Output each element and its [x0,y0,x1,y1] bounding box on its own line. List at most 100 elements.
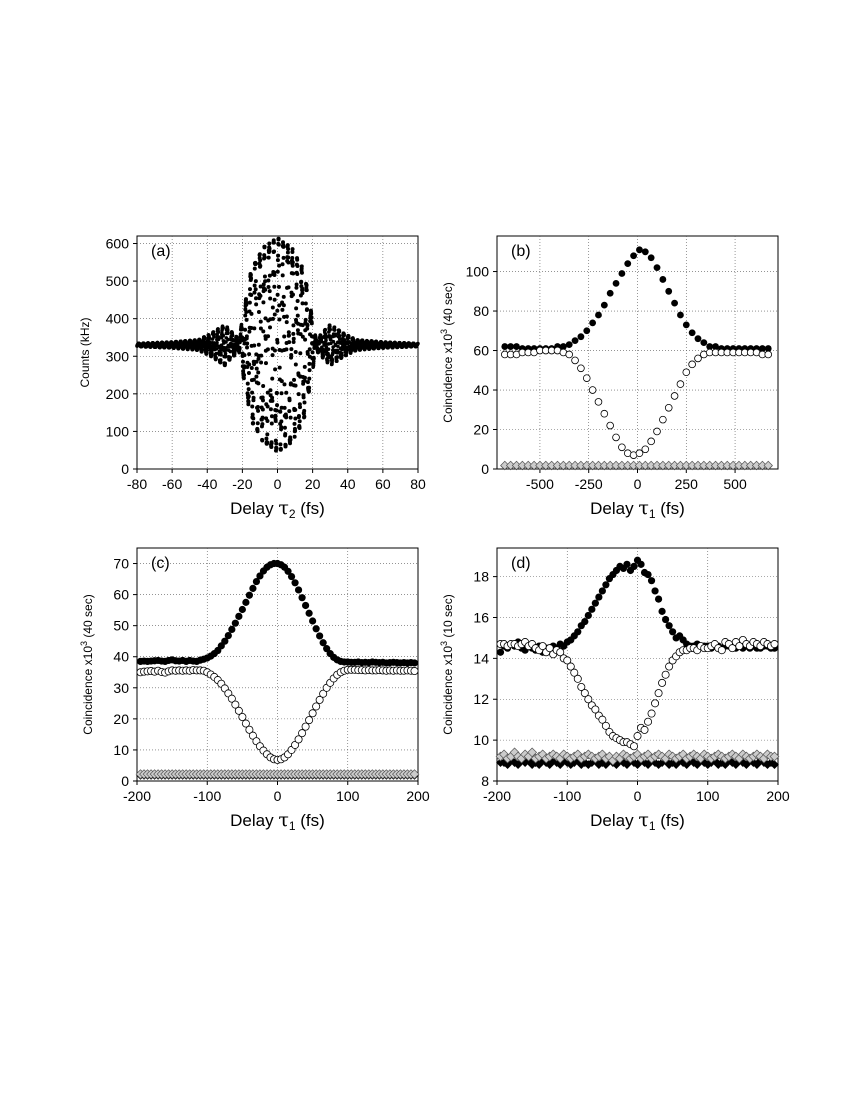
y-tick-label: 30 [113,680,129,696]
data-point [299,264,304,269]
data-point [216,327,220,331]
data-point [267,273,272,278]
data-point [305,351,310,356]
data-point [647,709,656,718]
data-point [662,615,670,624]
data-point [275,403,280,408]
data-point [299,279,304,284]
data-point [296,392,301,397]
data-point [226,337,230,342]
data-point [226,331,230,336]
data-point [287,572,296,581]
data-points [495,556,780,770]
data-point [252,283,257,288]
data-point [281,255,286,260]
data-point [335,350,340,354]
data-point [651,699,660,708]
data-point [664,403,673,412]
data-point [207,335,212,340]
data-point [295,257,300,262]
data-point [246,399,251,404]
data-point [219,347,224,352]
data-point [240,326,244,330]
y-tick-label: 12 [473,691,489,707]
data-point [307,385,312,390]
data-point [248,731,257,740]
data-point [285,250,290,255]
data-point [682,321,690,329]
data-point [279,391,284,396]
panel-label: (c) [151,555,170,572]
data-point [305,609,313,617]
data-point [245,341,250,346]
data-point [284,314,289,319]
data-point [288,437,293,442]
data-point [238,332,243,336]
data-point [259,353,264,358]
data-point [224,354,228,359]
data-point [289,347,294,352]
data-point [241,376,246,381]
data-point [573,674,582,683]
data-point [594,398,603,406]
data-point [259,360,264,365]
data-point [262,274,267,279]
data-point [244,334,249,339]
data-point [276,242,281,247]
data-point [277,263,282,268]
data-point [256,408,261,413]
y-axis-label: Coincidence x103 (40 sec) [79,594,95,734]
x-tick-label: -40 [197,476,217,492]
data-point [272,272,277,277]
data-point [302,414,307,419]
data-point [297,402,302,407]
data-point [293,428,298,433]
data-point [410,659,419,667]
data-point [321,354,326,358]
data-point [651,587,659,595]
data-point [300,286,305,291]
data-point [293,362,298,367]
data-point [658,678,667,687]
data-point [215,340,219,345]
data-point [284,567,292,575]
data-point [276,284,281,289]
data-point [665,287,673,295]
data-point [291,271,296,276]
data-point [641,248,649,256]
data-point [278,442,283,447]
data-point [298,332,303,337]
data-point [258,284,263,289]
data-point [294,586,303,594]
data-point [325,359,330,364]
data-point [258,293,263,298]
data-point [272,284,277,289]
data-point [255,429,260,434]
data-point [268,325,273,330]
data-point [496,648,505,656]
data-point [309,334,314,339]
data-point [712,343,719,350]
data-point [287,409,292,414]
data-point [588,386,597,394]
data-point [267,246,272,251]
data-point [238,713,247,722]
data-point [302,400,307,405]
data-point [249,276,254,281]
data-point [700,339,708,347]
data-point [337,329,342,334]
data-point [250,404,255,409]
data-point [268,296,273,301]
data-point [275,308,280,313]
data-point [284,320,289,325]
data-point [249,584,257,592]
data-point [635,449,644,458]
data-point [676,380,685,388]
data-point [274,441,279,446]
data-point [288,415,293,420]
y-tick-label: 16 [473,609,489,625]
data-point [258,326,263,331]
data-point [275,292,280,297]
data-point [309,617,317,625]
data-point [296,413,301,418]
